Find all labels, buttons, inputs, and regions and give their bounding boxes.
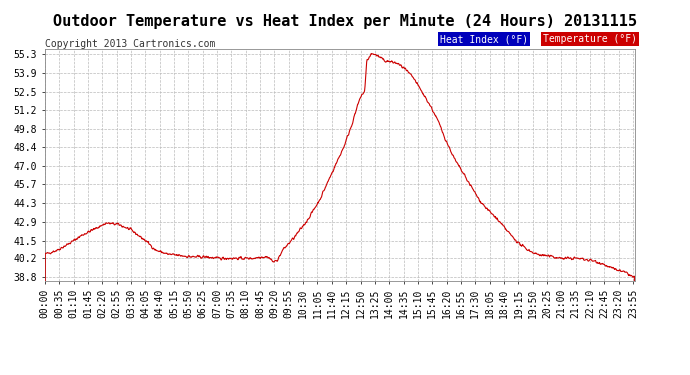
Text: Copyright 2013 Cartronics.com: Copyright 2013 Cartronics.com [45, 39, 215, 50]
Text: Outdoor Temperature vs Heat Index per Minute (24 Hours) 20131115: Outdoor Temperature vs Heat Index per Mi… [53, 13, 637, 29]
Text: Temperature (°F): Temperature (°F) [543, 34, 638, 44]
Text: Heat Index (°F): Heat Index (°F) [440, 34, 529, 44]
